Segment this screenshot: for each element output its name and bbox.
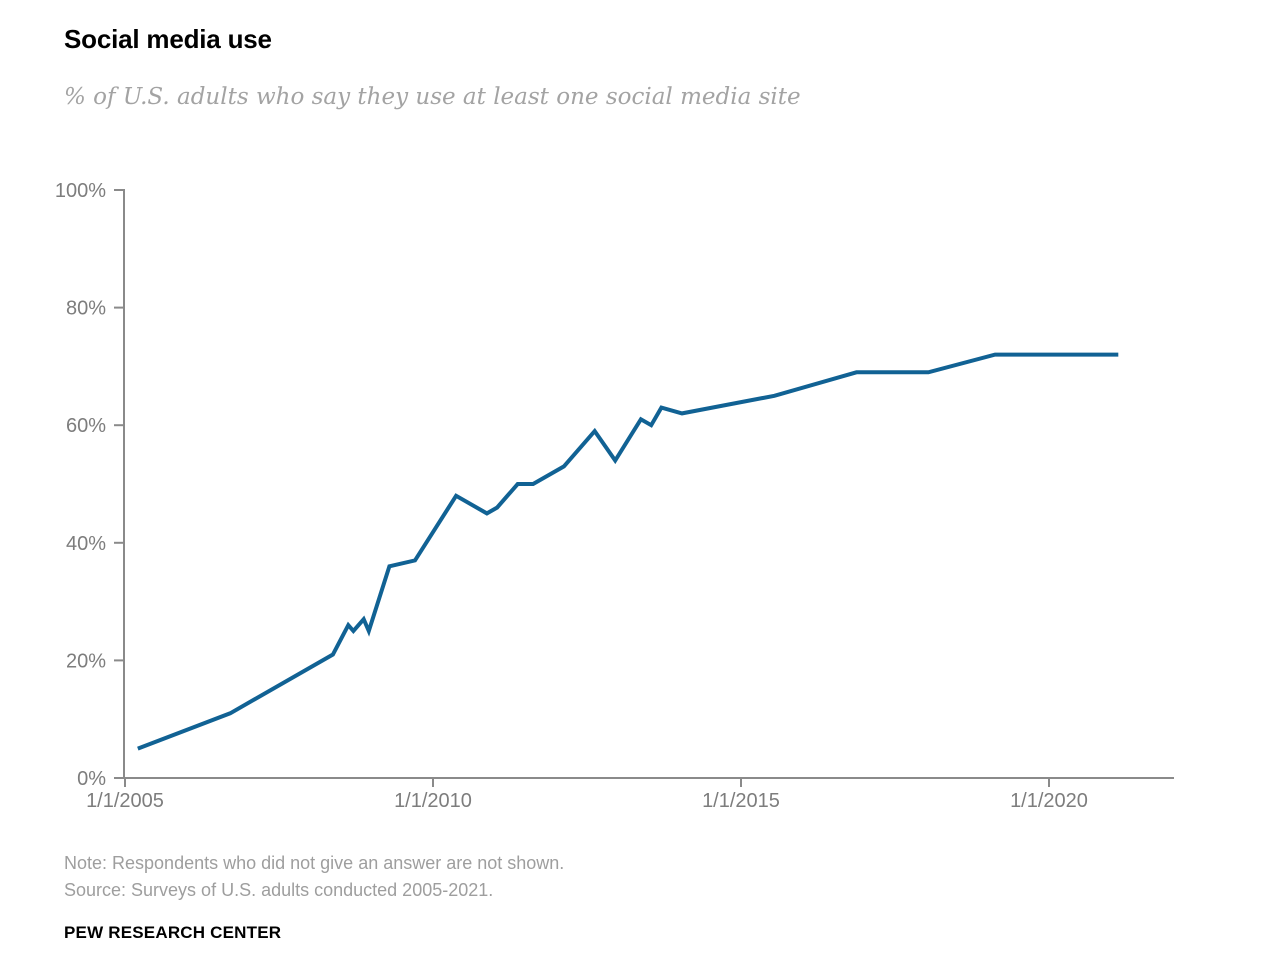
y-tick-label: 20% [66, 650, 106, 672]
y-tick-label: 100% [55, 180, 106, 202]
y-tick-label: 0% [77, 768, 106, 790]
trend-line [137, 352, 1119, 751]
axes [123, 189, 1174, 779]
chart-title: Social media use [64, 24, 272, 54]
chart-subtitle: % of U.S. adults who say they use at lea… [64, 84, 801, 110]
x-tick-label: 1/1/2015 [702, 790, 780, 812]
y-tick-label: 40% [66, 533, 106, 555]
chart-note: Note: Respondents who did not give an an… [64, 853, 565, 873]
org-label: PEW RESEARCH CENTER [64, 923, 282, 942]
y-tick-label: 60% [66, 415, 106, 437]
x-tick-label: 1/1/2020 [1010, 790, 1088, 812]
y-tick-label: 80% [66, 298, 106, 320]
x-tick-group: 1/1/2005 1/1/2010 1/1/2015 1/1/2020 [86, 779, 1088, 812]
x-tick-label: 1/1/2005 [86, 790, 164, 812]
x-tick-label: 1/1/2010 [394, 790, 472, 812]
y-tick-group: 0% 20% 40% 60% 80% 100% [55, 180, 124, 790]
chart-source: Source: Surveys of U.S. adults conducted… [64, 880, 494, 900]
